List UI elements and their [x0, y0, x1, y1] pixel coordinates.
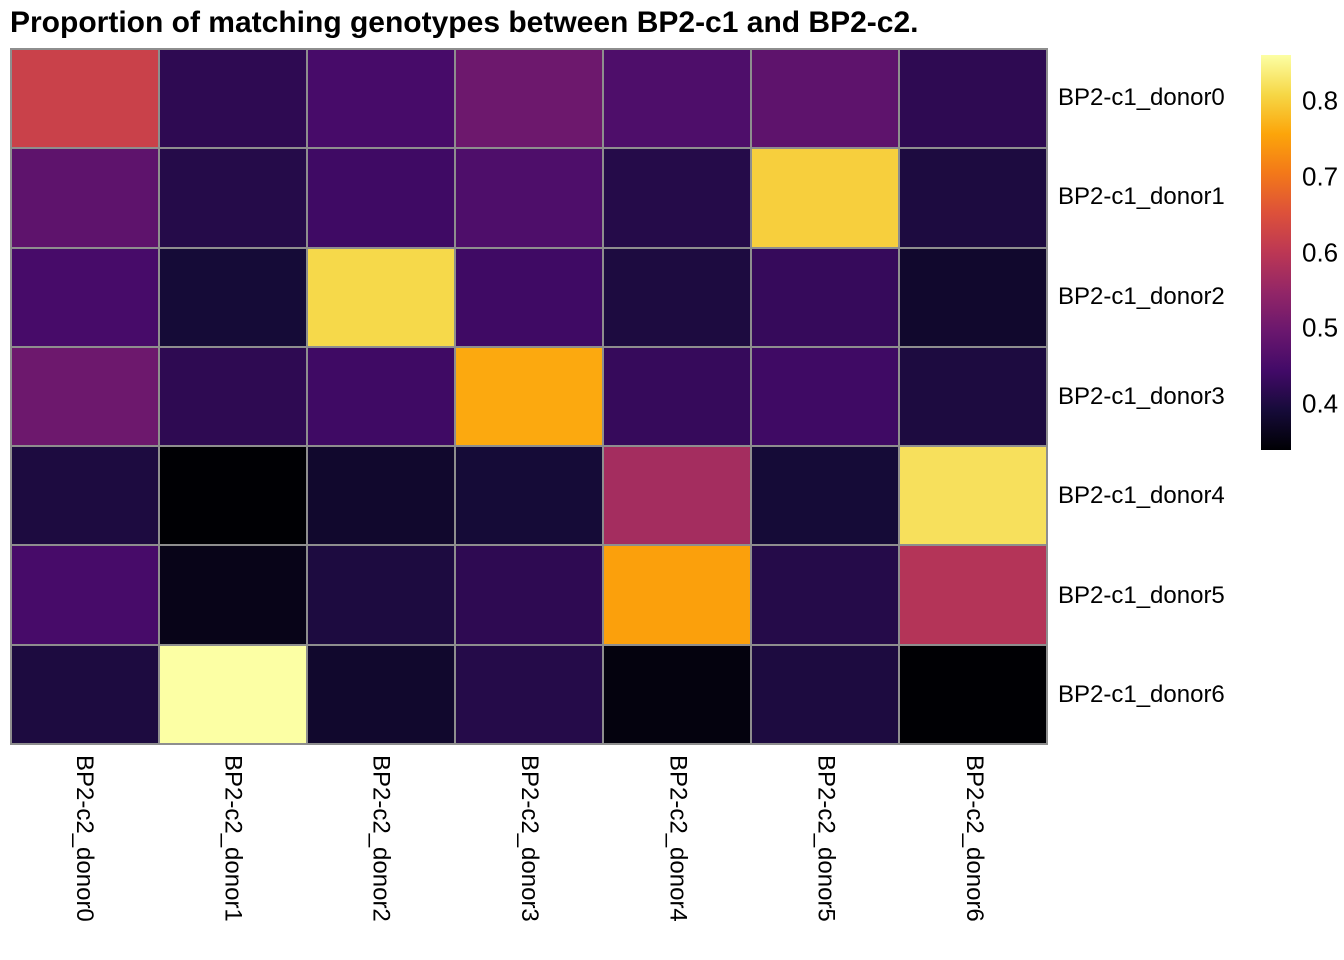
- heatmap-cell: [900, 645, 1046, 743]
- row-label: BP2-c1_donor6: [1058, 681, 1225, 709]
- colorbar-tick-label: 0.7: [1302, 161, 1339, 192]
- heatmap-cell: [308, 645, 454, 743]
- heatmap-cell: [752, 149, 898, 247]
- heatmap-cell: [160, 546, 306, 644]
- heatmap-cell: [12, 248, 158, 346]
- heatmap-cell: [160, 248, 306, 346]
- heatmap-cell: [308, 546, 454, 644]
- heatmap-cell: [160, 645, 306, 743]
- heatmap-cell: [160, 347, 306, 446]
- chart-title: Proportion of matching genotypes between…: [10, 6, 919, 39]
- heatmap-cell: [900, 50, 1046, 148]
- col-label: BP2-c2_donor5: [812, 755, 840, 922]
- col-label: BP2-c2_donor1: [219, 755, 247, 922]
- heatmap-cell: [12, 447, 158, 545]
- heatmap-cell: [604, 149, 750, 247]
- row-label: BP2-c1_donor5: [1058, 581, 1225, 609]
- heatmap-cell: [900, 149, 1046, 247]
- heatmap-cell: [160, 447, 306, 545]
- colorbar-tick-label: 0.5: [1302, 312, 1339, 343]
- heatmap-cell: [456, 546, 602, 644]
- col-label: BP2-c2_donor6: [960, 755, 988, 922]
- heatmap-cell: [604, 546, 750, 644]
- row-label: BP2-c1_donor3: [1058, 382, 1225, 410]
- heatmap-cell: [752, 347, 898, 446]
- heatmap-cell: [308, 149, 454, 247]
- heatmap-cell: [12, 347, 158, 446]
- heatmap-cell: [752, 546, 898, 644]
- heatmap-cell: [752, 447, 898, 545]
- heatmap-grid: [10, 48, 1048, 745]
- heatmap-cell: [308, 50, 454, 148]
- heatmap-cell: [308, 347, 454, 446]
- heatmap-cell: [456, 149, 602, 247]
- heatmap-cell: [604, 347, 750, 446]
- row-label: BP2-c1_donor1: [1058, 183, 1225, 211]
- row-label: BP2-c1_donor0: [1058, 83, 1225, 111]
- heatmap-cell: [604, 248, 750, 346]
- colorbar-tick-label: 0.4: [1302, 388, 1339, 419]
- heatmap-cell: [900, 447, 1046, 545]
- heatmap-cell: [12, 546, 158, 644]
- heatmap-cell: [12, 50, 158, 148]
- col-label: BP2-c2_donor3: [516, 755, 543, 922]
- heatmap-cell: [308, 248, 454, 346]
- row-label: BP2-c1_donor4: [1058, 482, 1225, 510]
- heatmap-cell: [12, 645, 158, 743]
- heatmap-cell: [456, 645, 602, 743]
- heatmap-cell: [900, 347, 1046, 446]
- heatmap-cell: [604, 645, 750, 743]
- col-label: BP2-c2_donor2: [367, 755, 395, 922]
- heatmap-cell: [456, 347, 602, 446]
- heatmap-cell: [160, 50, 306, 148]
- colorbar-tick-label: 0.6: [1302, 237, 1339, 267]
- heatmap-cell: [752, 248, 898, 346]
- heatmap-cell: [752, 50, 898, 148]
- colorbar: [1261, 55, 1291, 450]
- heatmap-cell: [308, 447, 454, 545]
- col-label: BP2-c2_donor0: [71, 755, 99, 922]
- heatmap-cell: [12, 149, 158, 247]
- heatmap-cell: [456, 50, 602, 148]
- heatmap-cell: [456, 447, 602, 545]
- heatmap-cell: [160, 149, 306, 247]
- col-label: BP2-c2_donor4: [664, 755, 692, 922]
- heatmap-cell: [604, 50, 750, 148]
- colorbar-tick-label: 0.8: [1302, 85, 1339, 116]
- heatmap-cell: [900, 546, 1046, 644]
- heatmap-cell: [752, 645, 898, 743]
- row-label: BP2-c1_donor2: [1058, 282, 1225, 310]
- heatmap-cell: [604, 447, 750, 545]
- heatmap-cell: [456, 248, 602, 346]
- heatmap-cell: [900, 248, 1046, 346]
